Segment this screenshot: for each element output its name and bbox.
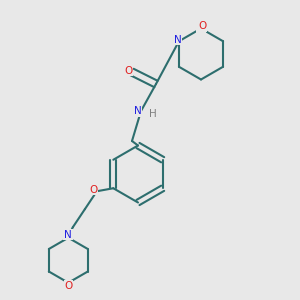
Text: O: O <box>197 22 205 32</box>
Text: H: H <box>149 109 157 119</box>
Text: O: O <box>64 281 72 291</box>
Text: N: N <box>173 35 181 45</box>
Text: N: N <box>64 230 72 240</box>
Text: O: O <box>124 65 133 76</box>
Text: O: O <box>90 185 98 195</box>
Text: O: O <box>198 21 207 31</box>
Text: N: N <box>64 230 71 240</box>
Text: N: N <box>134 106 142 116</box>
